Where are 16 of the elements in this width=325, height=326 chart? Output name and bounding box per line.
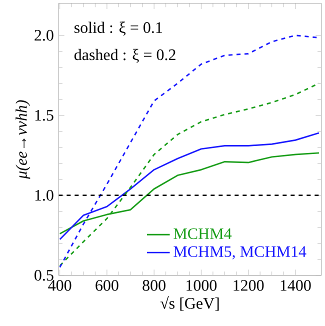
annotation: solid : ξ = 0.1 — [74, 22, 162, 36]
legend-label: MCHM4 — [174, 228, 232, 240]
x-tick-label: 600 — [96, 280, 118, 291]
y-tick-label: 1.5 — [35, 110, 54, 121]
y-tick-label: 0.5 — [34, 270, 54, 281]
x-tick-label: 800 — [142, 280, 166, 291]
x-tick-label: 1200 — [234, 280, 264, 291]
y-axis-title: μ(ee→ννhh) — [16, 100, 30, 179]
y-tick-label: 1.0 — [35, 190, 54, 201]
legend-label: MCHM5, MCHM14 — [174, 246, 306, 260]
annotation: dashed : ξ = 0.2 — [74, 48, 176, 63]
x-tick-label: 400 — [48, 280, 72, 291]
x-tick-label: 1000 — [186, 280, 217, 291]
x-tick-label: 1400 — [280, 280, 311, 291]
y-tick-label: 2.0 — [34, 30, 54, 41]
x-axis-title: √s [GeV] — [160, 296, 219, 311]
